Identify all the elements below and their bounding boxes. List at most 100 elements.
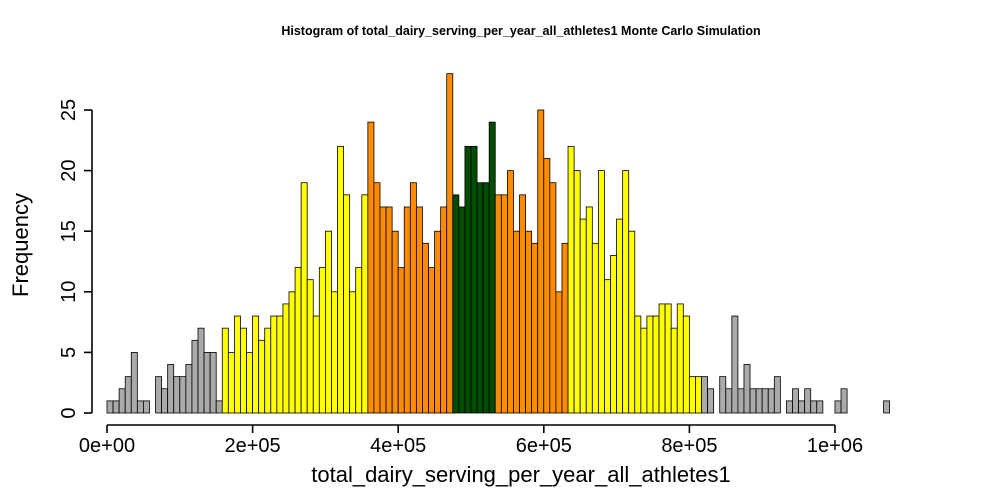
x-tick-label: 1e+06 — [807, 435, 863, 457]
histogram-bar — [658, 303, 666, 414]
histogram-bar — [258, 339, 266, 414]
histogram-bar — [240, 327, 247, 414]
histogram-bar — [804, 388, 812, 414]
histogram-bar — [312, 315, 320, 414]
histogram-bar — [446, 73, 454, 414]
y-tick-label: 20 — [58, 159, 80, 181]
histogram-bar — [573, 170, 581, 414]
histogram-bar — [422, 242, 429, 414]
y-tick-label: 10 — [58, 281, 80, 303]
histogram-bar — [610, 255, 617, 414]
histogram-bar — [428, 267, 435, 414]
x-tick-label: 8e+05 — [661, 435, 717, 457]
histogram-bar — [343, 194, 351, 414]
histogram-bar — [203, 351, 211, 414]
histogram-bar — [355, 267, 363, 414]
histogram-bar — [688, 376, 696, 414]
histogram-bar — [118, 388, 126, 414]
histogram-bar — [385, 206, 393, 414]
y-tick-label: 0 — [58, 407, 80, 418]
histogram-bar — [773, 376, 781, 414]
histogram-bar — [579, 218, 587, 414]
histogram-bar — [670, 327, 678, 414]
histogram-bar — [361, 194, 369, 414]
histogram-bar — [695, 376, 702, 414]
histogram-bar — [597, 170, 605, 414]
histogram-bar — [476, 182, 484, 414]
histogram-bars — [106, 73, 890, 414]
histogram-bar — [434, 230, 442, 414]
histogram-bar — [494, 194, 502, 414]
histogram-bar — [246, 351, 253, 414]
histogram-bar — [209, 351, 217, 414]
histogram-bar — [664, 303, 672, 414]
histogram-bar — [270, 315, 278, 414]
histogram-bar — [221, 327, 229, 414]
histogram-bar — [519, 194, 526, 414]
y-tick-label: 5 — [58, 347, 80, 358]
histogram-bar — [415, 206, 423, 414]
histogram-bar — [701, 376, 708, 414]
histogram-bar — [112, 400, 120, 414]
histogram-bar — [337, 145, 344, 414]
histogram-bar — [604, 279, 611, 414]
histogram-bar — [792, 388, 799, 414]
histogram-bar — [555, 291, 563, 414]
histogram-bar — [458, 206, 466, 414]
histogram-bar — [834, 400, 842, 414]
histogram-bar — [743, 364, 751, 414]
histogram-bar — [640, 327, 648, 414]
histogram-bar — [215, 400, 223, 414]
histogram-bar — [482, 182, 490, 414]
histogram-bar — [440, 206, 448, 414]
histogram-bar — [464, 145, 472, 414]
y-axis: 0 5 10 15 20 25 — [58, 99, 93, 419]
x-axis-label: total_dairy_serving_per_year_all_athlete… — [311, 462, 731, 487]
histogram-bar — [252, 315, 260, 414]
histogram-bar — [161, 388, 169, 414]
histogram-bar — [883, 400, 890, 414]
histogram-bar — [106, 400, 114, 414]
histogram-bar — [506, 170, 514, 414]
histogram-bar — [403, 206, 411, 414]
histogram-bar — [191, 339, 199, 414]
histogram-bar — [136, 400, 144, 414]
histogram-bar — [646, 315, 654, 414]
histogram-bar — [676, 303, 684, 414]
histogram-bar — [185, 364, 193, 414]
histogram-bar — [470, 145, 478, 414]
histogram-bar — [761, 388, 769, 414]
histogram-bar — [227, 351, 235, 414]
histogram-bar — [634, 315, 642, 414]
histogram-bar — [324, 230, 332, 414]
histogram-bar — [488, 121, 496, 414]
histogram-bar — [233, 315, 241, 414]
histogram-bar — [682, 315, 690, 414]
histogram-bar — [567, 145, 575, 414]
x-tick-label: 0e+00 — [79, 435, 135, 457]
histogram-bar — [142, 400, 150, 414]
histogram-bar — [130, 351, 138, 414]
histogram-bar — [282, 303, 290, 414]
histogram-bar — [840, 388, 848, 414]
x-tick-label: 6e+05 — [516, 435, 572, 457]
histogram-bar — [167, 364, 175, 414]
histogram-bar — [452, 194, 460, 414]
histogram-bar — [755, 388, 763, 414]
histogram-bar — [379, 206, 387, 414]
y-axis-label: Frequency — [8, 193, 33, 297]
histogram-bar — [810, 400, 818, 414]
x-axis: 0e+00 2e+05 4e+05 6e+05 8e+05 1e+06 — [79, 424, 863, 457]
histogram-bar — [622, 170, 630, 414]
chart-title: Histogram of total_dairy_serving_per_yea… — [281, 24, 760, 38]
histogram-bar — [264, 327, 272, 414]
histogram-bar — [749, 388, 757, 414]
histogram-bar — [591, 242, 599, 414]
histogram-bar — [331, 291, 338, 414]
histogram-bar — [537, 109, 545, 414]
histogram-bar — [179, 376, 187, 414]
histogram-bar — [276, 315, 284, 414]
histogram-bar — [767, 388, 775, 414]
histogram-bar — [500, 194, 508, 414]
histogram-bar — [737, 388, 745, 414]
